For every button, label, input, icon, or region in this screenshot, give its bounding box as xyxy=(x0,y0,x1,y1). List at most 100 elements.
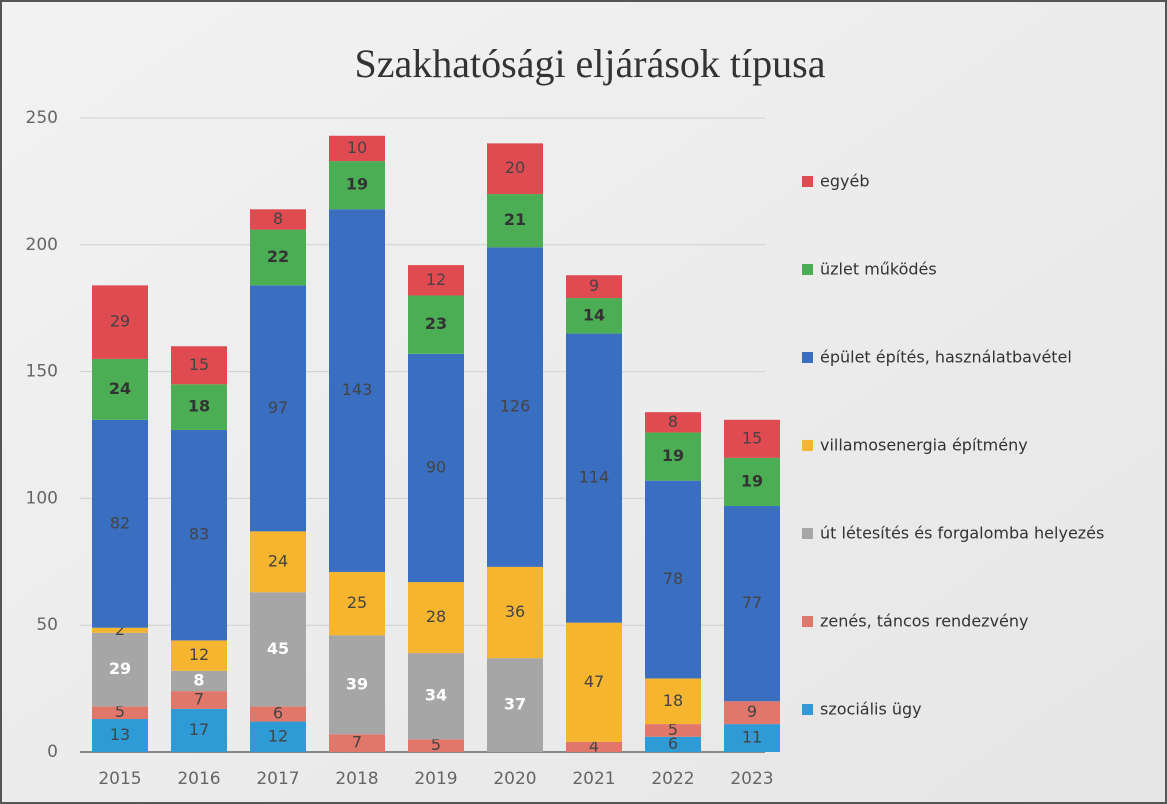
data-label: 15 xyxy=(189,355,209,374)
legend-label: üzlet működés xyxy=(820,260,937,279)
data-label: 45 xyxy=(267,639,289,658)
data-label: 97 xyxy=(268,398,288,417)
data-label: 114 xyxy=(579,468,610,487)
bar-segment xyxy=(92,632,148,707)
legend-swatch xyxy=(802,704,813,715)
bar-segment xyxy=(329,161,385,210)
data-label: 39 xyxy=(346,674,368,693)
data-label: 126 xyxy=(500,397,531,416)
data-label: 12 xyxy=(426,270,446,289)
y-tick-label: 0 xyxy=(47,742,58,762)
data-label: 77 xyxy=(742,593,762,612)
bar-segment xyxy=(171,640,227,671)
bar-segment xyxy=(250,721,306,752)
bar-segment xyxy=(250,209,306,230)
bar-segment xyxy=(487,194,543,248)
bar-segment xyxy=(724,457,780,507)
bar-segment xyxy=(645,412,701,433)
data-label: 29 xyxy=(110,312,130,331)
legend-swatch xyxy=(802,616,813,627)
data-label: 90 xyxy=(426,457,446,476)
bar-segment xyxy=(645,678,701,725)
legend-swatch xyxy=(802,528,813,539)
bar-segment xyxy=(250,229,306,286)
data-label: 18 xyxy=(188,397,210,416)
data-label: 18 xyxy=(663,691,683,710)
x-tick-label: 2018 xyxy=(335,769,378,789)
y-tick-label: 250 xyxy=(26,108,58,128)
data-label: 6 xyxy=(668,734,678,753)
data-label: 82 xyxy=(110,513,130,532)
bar-segment xyxy=(329,209,385,572)
data-label: 4 xyxy=(589,736,599,755)
data-label: 19 xyxy=(346,175,368,194)
legend-label: szociális ügy xyxy=(820,700,922,719)
x-tick-label: 2022 xyxy=(651,769,694,789)
bar-segment xyxy=(329,635,385,735)
bar-segment xyxy=(408,295,464,354)
bar-segment xyxy=(645,432,701,481)
data-label: 47 xyxy=(584,672,604,691)
data-label: 23 xyxy=(425,314,447,333)
data-label: 78 xyxy=(663,569,683,588)
data-label: 8 xyxy=(193,670,204,689)
bar-segment xyxy=(92,719,148,752)
legend-label: zenés, táncos rendezvény xyxy=(820,612,1029,631)
x-tick-label: 2016 xyxy=(177,769,220,789)
y-tick-label: 100 xyxy=(26,488,58,508)
data-label: 17 xyxy=(189,720,209,739)
bar-segment xyxy=(92,419,148,628)
x-tick-label: 2020 xyxy=(493,769,536,789)
x-tick-label: 2023 xyxy=(730,769,773,789)
y-tick-label: 150 xyxy=(26,362,58,382)
bar-segment xyxy=(171,691,227,709)
data-label: 9 xyxy=(589,276,599,295)
data-label: 10 xyxy=(347,138,367,157)
x-tick-label: 2021 xyxy=(572,769,615,789)
data-label: 19 xyxy=(662,446,684,465)
data-label: 143 xyxy=(342,380,373,399)
data-label: 2 xyxy=(115,620,125,639)
x-tick-label: 2017 xyxy=(256,769,299,789)
data-label: 5 xyxy=(431,735,441,754)
bar-segment xyxy=(487,658,543,752)
bar-segment xyxy=(329,734,385,752)
data-label: 19 xyxy=(741,471,763,490)
bar-segment xyxy=(645,480,701,679)
bar-segment xyxy=(566,275,622,299)
y-tick-label: 200 xyxy=(26,235,58,255)
bar-segment xyxy=(92,627,148,633)
data-label: 8 xyxy=(668,412,678,431)
bar-segment xyxy=(171,346,227,385)
data-label: 24 xyxy=(109,379,131,398)
bar-segment xyxy=(171,670,227,692)
data-label: 5 xyxy=(115,702,125,721)
data-label: 13 xyxy=(110,725,130,744)
bar-segment xyxy=(724,506,780,702)
bar-segment xyxy=(487,566,543,659)
bar-segment xyxy=(329,571,385,636)
bar-segment xyxy=(487,143,543,195)
bar-segment xyxy=(92,706,148,720)
legend-label: út létesítés és forgalomba helyezés xyxy=(820,524,1104,543)
bar-segment xyxy=(250,592,306,707)
data-label: 11 xyxy=(742,728,762,747)
data-label: 14 xyxy=(583,305,605,324)
data-label: 20 xyxy=(505,158,525,177)
data-label: 7 xyxy=(194,690,204,709)
data-label: 24 xyxy=(268,551,288,570)
data-label: 22 xyxy=(267,247,289,266)
legend-swatch xyxy=(802,264,813,275)
data-label: 8 xyxy=(273,209,283,228)
bar-segment xyxy=(171,384,227,430)
bar-segment xyxy=(329,135,385,162)
bar-segment xyxy=(171,429,227,641)
bar-segment xyxy=(645,736,701,752)
legend-swatch xyxy=(802,440,813,451)
bar-segment xyxy=(408,265,464,296)
data-label: 15 xyxy=(742,428,762,447)
bar-segment xyxy=(408,582,464,654)
data-label: 7 xyxy=(352,733,362,752)
data-label: 37 xyxy=(504,695,526,714)
